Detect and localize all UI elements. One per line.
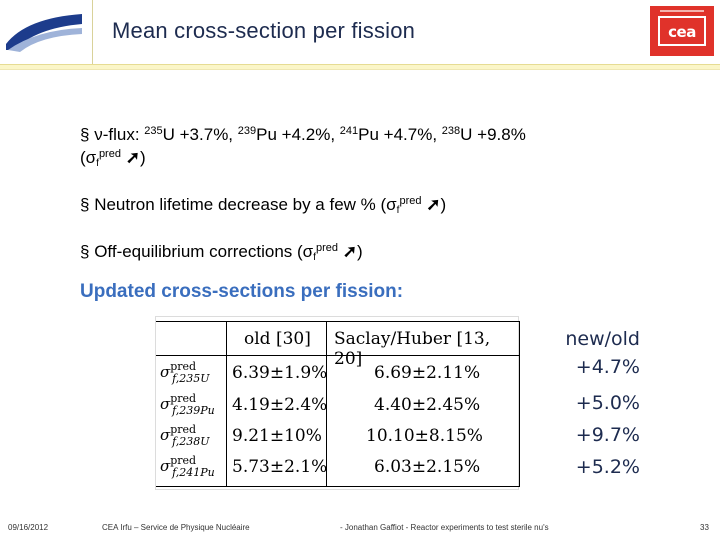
bullet-prefix: ν-flux: xyxy=(94,125,145,144)
table-col-rule xyxy=(326,321,327,487)
bullet-nu-flux-line2: (σfpred ➚) xyxy=(80,144,146,174)
bullet-neutron-lifetime: § Neutron lifetime decrease by a few % (… xyxy=(80,191,446,221)
bullet-marker: § xyxy=(80,242,90,261)
ratio-value: +5.2% xyxy=(575,456,640,478)
header-rule xyxy=(0,64,720,70)
arrow-up-right-icon: ➚ xyxy=(342,242,357,261)
u235-mass: 235 xyxy=(144,125,163,137)
bullet-nu-flux: § ν-flux: 235U +3.7%, 239Pu +4.2%, 241Pu… xyxy=(80,121,526,145)
table-cell-new: 6.03±2.15% xyxy=(374,457,481,477)
header-divider xyxy=(92,0,93,64)
table-cell-new: 6.69±2.11% xyxy=(374,363,481,383)
page-number: 33 xyxy=(700,523,709,532)
bullet-text: Neutron lifetime decrease by a few % (σ xyxy=(94,195,397,214)
table-header-rule xyxy=(156,355,520,356)
u238-mass: 238 xyxy=(441,125,461,137)
sigma-close: ) xyxy=(356,242,363,261)
sigma-close: ) xyxy=(440,195,447,214)
footer-talk: - Jonathan Gaffiot - Reactor experiments… xyxy=(340,523,549,532)
section-heading: Updated cross-sections per fission: xyxy=(80,281,404,302)
table-cell-old: 4.19±2.4% xyxy=(232,395,328,415)
pu241-val: +4.7%, xyxy=(378,125,442,144)
ratio-header: new/old xyxy=(565,328,640,350)
sigma-open: (σ xyxy=(80,148,97,167)
sigma-sub: f xyxy=(313,252,316,263)
table-row-label: σpredf,238U xyxy=(160,423,210,448)
cea-logo-frame: cea xyxy=(658,16,706,46)
bullet-off-equilibrium: § Off-equilibrium corrections (σfpred ➚) xyxy=(80,238,363,268)
table-cell-old: 9.21±10% xyxy=(232,426,322,446)
table-cell-old: 6.39±1.9% xyxy=(232,363,328,383)
table-top-rule xyxy=(156,321,520,322)
u238-el: U xyxy=(460,125,473,144)
table-row-label: σpredf,235U xyxy=(160,360,210,385)
bullet-text: Off-equilibrium corrections (σ xyxy=(94,242,314,261)
table-cell-old: 5.73±2.1% xyxy=(232,457,328,477)
u235-val: +3.7%, xyxy=(174,125,238,144)
arrow-up-right-icon: ➚ xyxy=(426,195,441,214)
pu241-mass: 241 xyxy=(339,125,359,137)
page-title: Mean cross-section per fission xyxy=(112,18,416,43)
footer-date: 09/16/2012 xyxy=(8,523,49,532)
sigma-sup: pred xyxy=(399,195,422,207)
table-header-new: Saclay/Huber [13, 20] xyxy=(334,329,491,369)
pu241-el: Pu xyxy=(358,125,379,144)
table-header-old: old [30] xyxy=(244,329,311,349)
pu239-mass: 239 xyxy=(237,125,257,137)
ratio-value: +5.0% xyxy=(575,392,640,414)
table-col-rule xyxy=(226,321,227,487)
sigma-sub: f xyxy=(96,158,99,169)
cea-logo-topline xyxy=(660,10,704,12)
sigma-sup: pred xyxy=(315,242,338,254)
table-row-label: σpredf,239Pu xyxy=(160,392,215,417)
table-bottom-rule xyxy=(156,486,520,487)
sigma-close: ) xyxy=(139,148,146,167)
bullet-marker: § xyxy=(80,125,90,144)
ratio-value: +9.7% xyxy=(575,424,640,446)
pu239-val: +4.2%, xyxy=(276,125,340,144)
irfu-logo xyxy=(6,14,82,52)
ratio-value: +4.7% xyxy=(575,356,640,378)
arrow-up-right-icon: ➚ xyxy=(125,148,140,167)
header-band xyxy=(0,0,720,68)
cea-logo: cea xyxy=(650,6,714,56)
bullet-marker: § xyxy=(80,195,90,214)
table-col-rule xyxy=(519,321,520,487)
table-row-label: σpredf,241Pu xyxy=(160,454,215,479)
sigma-sub: f xyxy=(396,205,400,216)
pu239-el: Pu xyxy=(256,125,277,144)
u238-val: +9.8% xyxy=(472,125,526,144)
cea-logo-text: cea xyxy=(668,23,696,41)
u235-el: U xyxy=(162,125,175,144)
table-cell-new: 4.40±2.45% xyxy=(374,395,481,415)
cross-section-table: old [30] Saclay/Huber [13, 20] σpredf,23… xyxy=(155,316,520,490)
sigma-sup: pred xyxy=(98,148,121,160)
footer-org: CEA Irfu – Service de Physique Nucléaire xyxy=(102,523,250,532)
table-cell-new: 10.10±8.15% xyxy=(366,426,483,446)
